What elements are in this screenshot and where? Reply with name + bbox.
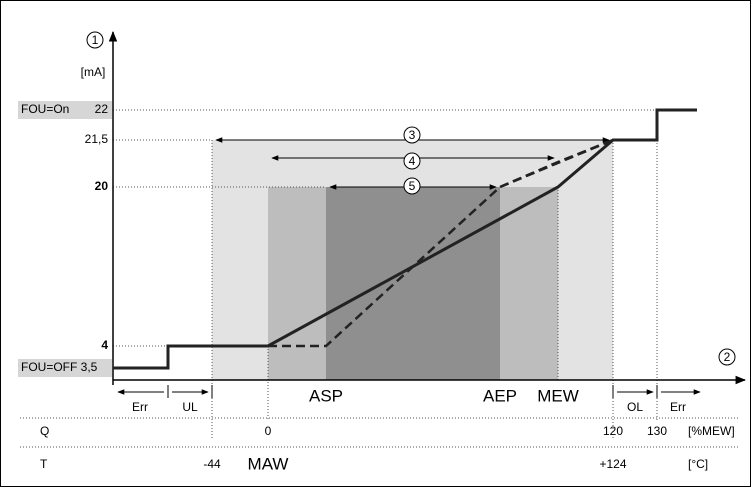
level-label: FOU=On	[21, 102, 69, 116]
point-label: ASP	[309, 386, 343, 405]
zone-label: Err	[132, 400, 148, 414]
y-axis-unit: [mA]	[81, 65, 106, 79]
marker-circle	[86, 31, 104, 49]
range-5-area	[326, 187, 500, 380]
range-marker: 5	[409, 179, 416, 193]
y-axis-marker: 1	[92, 33, 99, 47]
row-value: 130	[647, 424, 667, 438]
marker-circle	[718, 348, 736, 366]
row-value: 120	[603, 424, 623, 438]
label-box	[18, 101, 112, 119]
point-label: MEW	[537, 386, 579, 405]
marker-circle	[403, 152, 421, 170]
row-value: +124	[599, 457, 626, 471]
marker-circle	[403, 177, 421, 195]
level-label: 4	[101, 338, 108, 352]
level-label: FOU=OFF 3,5	[21, 360, 98, 374]
row-unit: [°C]	[688, 457, 708, 471]
zone-label: Err	[670, 400, 686, 414]
scaled-curve	[499, 138, 614, 189]
x-axis-marker: 2	[724, 350, 731, 364]
range-marker: 3	[409, 128, 416, 142]
point-label: MAW	[248, 454, 289, 473]
point-label: AEP	[483, 386, 517, 405]
row-label: Q	[40, 424, 49, 438]
level-label: 22	[95, 102, 109, 116]
range-marker: 4	[409, 154, 416, 168]
guides	[20, 109, 740, 448]
characteristic-curve	[113, 108, 697, 370]
row-unit: [%MEW]	[688, 424, 735, 438]
zone-label: UL	[182, 400, 198, 414]
row-label: T	[40, 457, 48, 471]
level-label: 21,5	[85, 132, 109, 146]
marker-circle	[403, 126, 421, 144]
level-label: 20	[95, 179, 109, 193]
row-value: -44	[203, 457, 221, 471]
row-value: 0	[265, 424, 272, 438]
zone-brackets	[117, 385, 701, 398]
label-box	[18, 359, 112, 377]
zone-label: OL	[627, 400, 643, 414]
